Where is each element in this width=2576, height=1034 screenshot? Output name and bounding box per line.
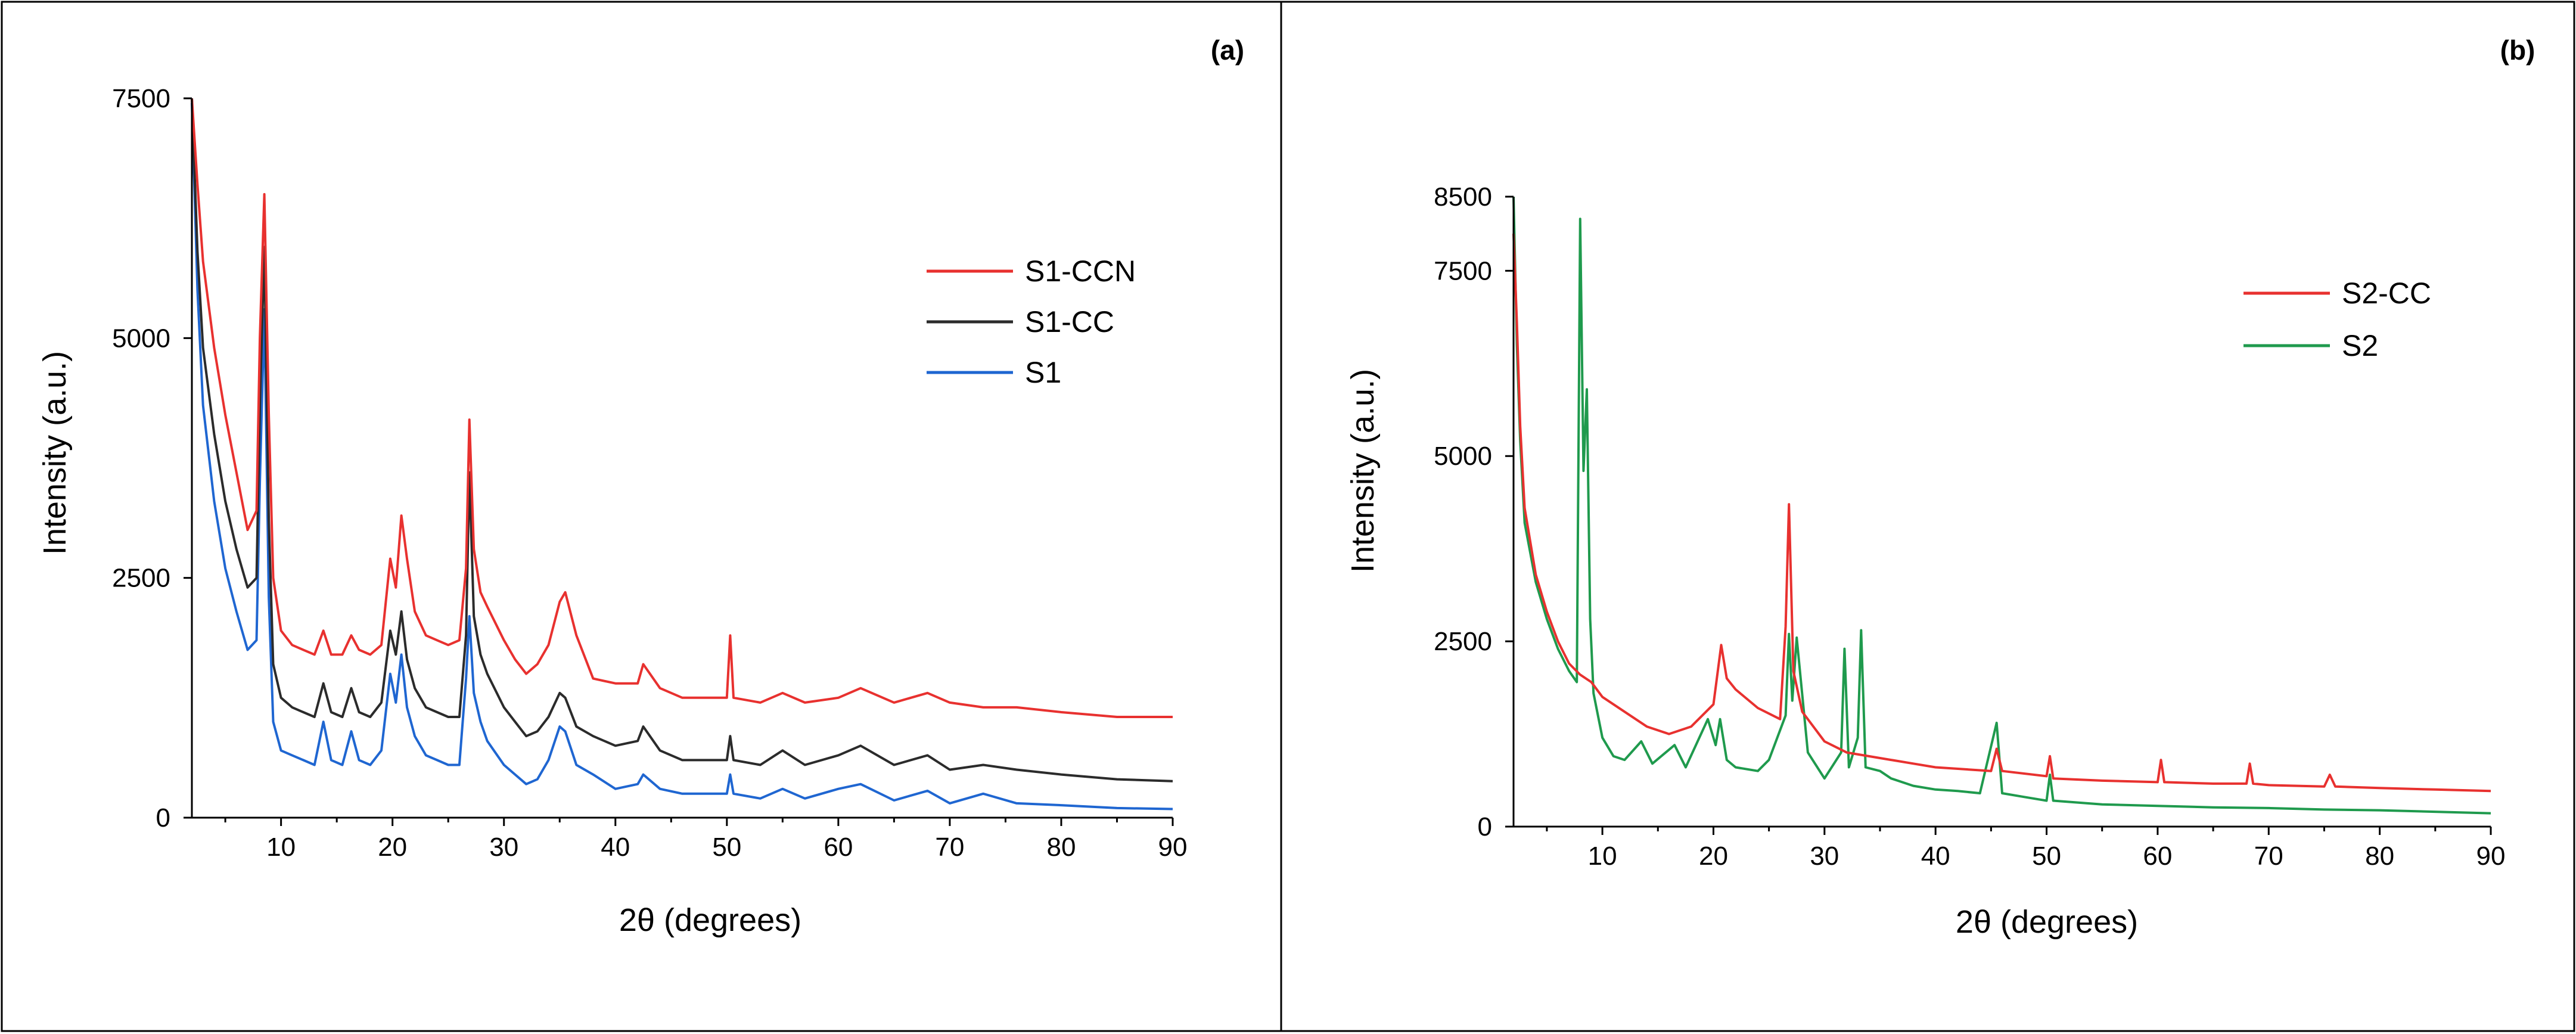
legend-label-s1-cc: S1-CC xyxy=(1025,305,1114,339)
x-tick-label: 30 xyxy=(1810,842,1839,871)
y-tick-label: 5000 xyxy=(112,324,170,353)
panel-b-label: (b) xyxy=(2500,35,2535,66)
legend-label-s1-ccn: S1-CCN xyxy=(1025,254,1136,288)
panel-b-legend: S2-CC S2 xyxy=(2243,277,2431,362)
legend-label-s2-cc: S2-CC xyxy=(2342,277,2431,310)
series-line-s1 xyxy=(191,103,1173,811)
panel-b-x-axis-title: 2θ (degrees) xyxy=(1956,904,2138,940)
series-line-s1-ccn xyxy=(191,98,1173,718)
series-line-s2 xyxy=(1512,196,2491,815)
y-tick-label: 0 xyxy=(156,803,170,833)
y-tick-label: 7500 xyxy=(1434,256,1492,285)
x-tick-label: 20 xyxy=(378,833,407,862)
y-tick-label: 2500 xyxy=(112,564,170,593)
x-tick-label: 40 xyxy=(1921,842,1950,871)
panel-b-frame xyxy=(1280,1,2575,1032)
x-tick-label: 90 xyxy=(1158,833,1188,862)
y-tick-label: 2500 xyxy=(1434,627,1492,656)
x-tick-label: 30 xyxy=(489,833,518,862)
x-tick-label: 80 xyxy=(2365,842,2394,871)
panel-a-legend: S1-CCN S1-CC S1 xyxy=(927,254,1136,389)
series-line-s2-cc xyxy=(1512,234,2491,793)
x-tick-label: 50 xyxy=(712,833,741,862)
panel-b-plot: 10 20 30 40 50 60 70 80 90 0 2500 5000 7500 8500 xyxy=(1434,182,2505,871)
panel-b: (b) 10 20 30 40 50 60 70 80 9002500500075008500 … xyxy=(1280,1,2575,1032)
x-tick-label: 90 xyxy=(2476,842,2506,871)
x-tick-label: 20 xyxy=(1699,842,1728,871)
legend-label-s2: S2 xyxy=(2342,329,2378,362)
x-tick-label: 40 xyxy=(601,833,630,862)
x-tick-label: 60 xyxy=(2143,842,2172,871)
y-tick-label: 7500 xyxy=(112,84,170,113)
series-line-s1-cc xyxy=(191,98,1173,783)
legend-label-s1: S1 xyxy=(1025,356,1061,389)
x-tick-label: 10 xyxy=(1588,842,1617,871)
panel-a-label: (a) xyxy=(1211,35,1244,66)
y-tick-label: 8500 xyxy=(1434,182,1492,212)
x-tick-label: 80 xyxy=(1046,833,1076,862)
panel-a-frame xyxy=(1,1,1282,1032)
x-tick-label: 70 xyxy=(2254,842,2283,871)
panel-a-x-axis-title: 2θ (degrees) xyxy=(619,902,801,938)
x-tick-label: 70 xyxy=(935,833,964,862)
panel-a: (a) 10 20 30 40 50 60 70 80 90 0 2500 5000 7500 S1-C… xyxy=(1,1,1282,1032)
panel-b-y-axis-title: Intensity (a.u.) xyxy=(1345,369,1381,573)
y-tick-label: 5000 xyxy=(1434,442,1492,471)
x-tick-label: 50 xyxy=(2032,842,2061,871)
x-tick-label: 10 xyxy=(266,833,296,862)
y-tick-label: 0 xyxy=(1478,812,1492,842)
panel-a-plot: 10 20 30 40 50 60 70 80 90 0 2500 5000 7500 xyxy=(112,84,1187,862)
panel-a-y-axis-title: Intensity (a.u.) xyxy=(37,351,73,555)
x-tick-label: 60 xyxy=(824,833,853,862)
